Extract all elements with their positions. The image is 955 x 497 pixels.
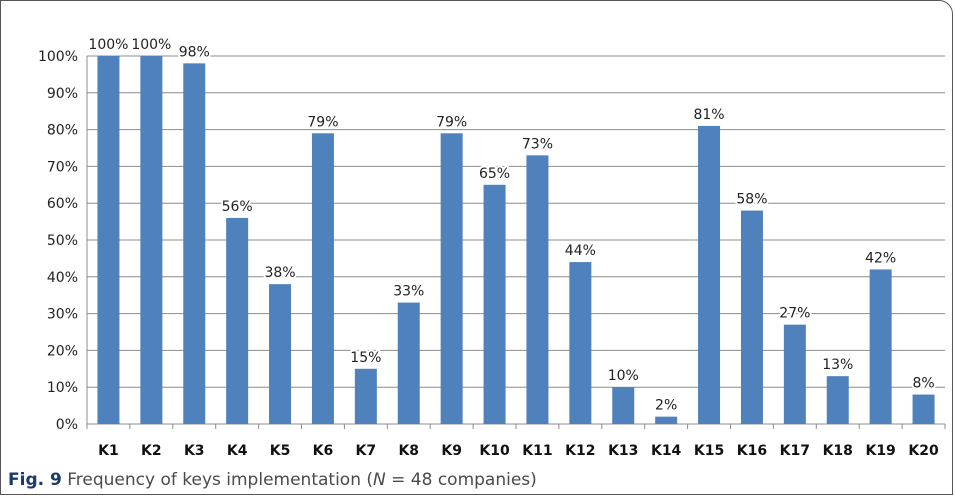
bar [698,125,721,425]
y-tick-label: 70% [47,159,78,175]
bar [183,63,206,425]
x-tick-label: K19 [865,443,895,459]
data-label: 100% [88,37,128,53]
x-tick-label: K9 [441,443,462,459]
bar [440,133,463,424]
data-label: 2% [655,398,677,414]
x-tick-label: K2 [141,443,162,459]
bar [740,210,763,424]
x-tick-label: K10 [479,443,510,459]
data-label: 42% [865,250,896,266]
x-tick-label: K15 [694,443,724,459]
bar [397,302,420,424]
data-label: 8% [912,376,934,392]
data-label: 73% [522,136,553,152]
bar-chart: 0%10%20%30%40%50%60%70%80%90%100%100%K11… [38,35,946,459]
figure-label: Fig. 9 [8,470,62,490]
caption-text: Frequency of keys implementation ( [67,470,374,490]
data-label: 44% [565,243,596,259]
bar [483,184,506,424]
data-label: 79% [436,114,467,130]
bar [311,133,334,424]
x-tick-label: K13 [608,443,638,459]
x-tick-label: K17 [780,443,810,459]
y-tick-label: 50% [47,233,78,249]
bar [526,155,549,425]
data-label: 38% [264,265,295,281]
x-tick-label: K14 [651,443,682,459]
data-label: 81% [693,107,724,123]
y-tick-label: 100% [38,49,78,65]
data-label: 65% [479,166,510,182]
x-tick-label: K1 [98,443,119,459]
data-label: 27% [779,306,810,322]
data-label: 13% [822,357,853,373]
bar [612,387,635,424]
caption-text-end: = 48 companies) [385,470,537,490]
bar [826,376,849,424]
x-tick-label: K6 [313,443,334,459]
x-tick-label: K11 [522,443,552,459]
y-tick-label: 40% [47,270,78,286]
bar [226,217,249,424]
bar [569,262,592,424]
y-tick-label: 80% [47,123,78,139]
data-label: 98% [179,44,210,60]
x-tick-label: K5 [270,443,291,459]
data-label: 33% [393,284,424,300]
bar [783,324,806,424]
x-tick-label: K18 [823,443,853,459]
bar [912,394,935,424]
y-tick-label: 20% [47,343,78,359]
data-label: 58% [736,192,767,208]
caption-n-symbol: N [373,470,386,490]
x-tick-label: K8 [398,443,419,459]
bar [140,56,163,424]
bar [655,416,678,424]
bar [354,368,377,424]
x-tick-label: K20 [908,443,939,459]
x-tick-label: K3 [184,443,205,459]
data-label: 15% [350,350,381,366]
bar [269,284,292,424]
y-tick-label: 30% [47,307,78,323]
x-tick-label: K4 [227,443,248,459]
data-label: 10% [608,368,639,384]
bar [869,269,892,424]
data-label: 56% [222,199,253,215]
bar [97,56,120,424]
x-tick-label: K12 [565,443,595,459]
data-label: 100% [131,37,171,53]
x-tick-label: K16 [737,443,767,459]
data-label: 79% [307,114,338,130]
y-tick-label: 90% [47,86,78,102]
y-tick-label: 60% [47,196,78,212]
x-tick-label: K7 [356,443,377,459]
y-tick-label: 0% [56,417,78,433]
figure-caption: Fig. 9 Frequency of keys implementation … [8,470,537,490]
y-tick-label: 10% [47,380,78,396]
